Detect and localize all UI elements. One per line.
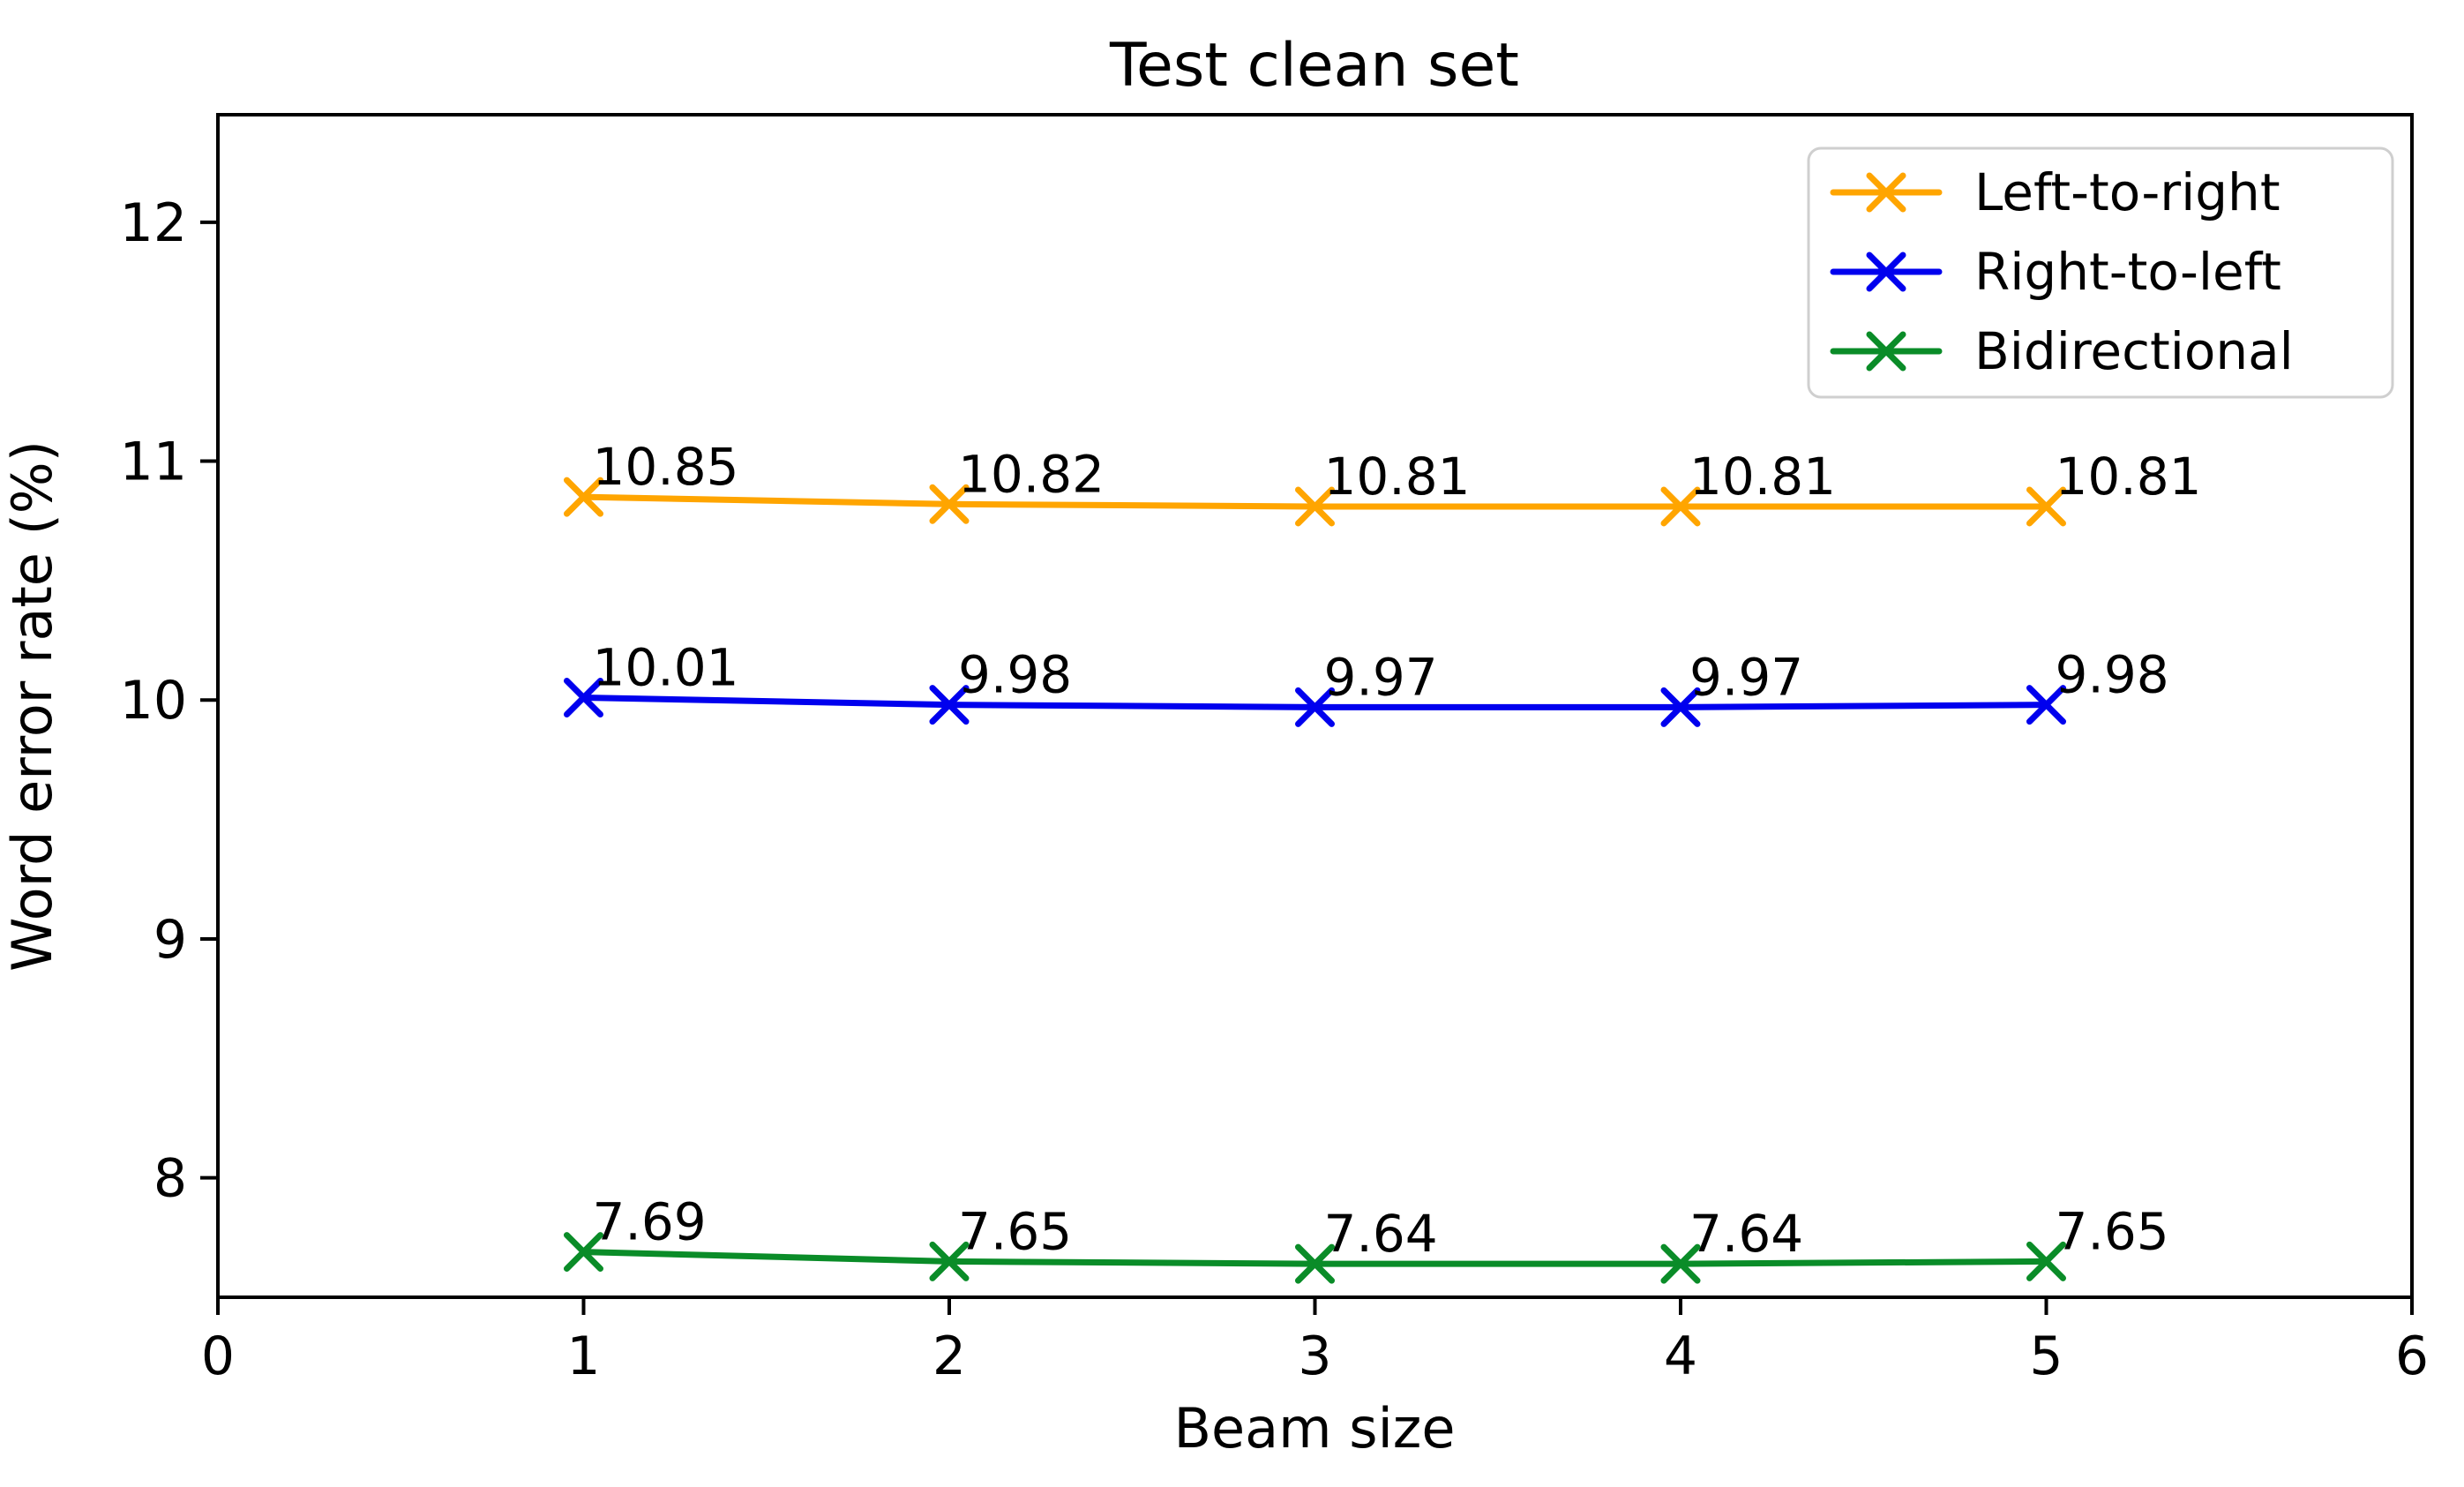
point-label-bidirectional: 7.64 — [1689, 1204, 1803, 1264]
legend-label: Right-to-left — [1974, 242, 2281, 302]
point-label-right-to-left: 9.97 — [1324, 647, 1438, 707]
data-marker-right-to-left — [1660, 687, 1701, 727]
legend-item-left-to-right: Left-to-right — [1830, 162, 2281, 222]
data-marker-left-to-right — [929, 484, 970, 524]
y-tick-label: 10 — [120, 670, 187, 732]
data-marker-right-to-left — [929, 685, 970, 725]
x-tick-label: 1 — [566, 1326, 600, 1387]
y-tick-label: 12 — [120, 192, 187, 254]
x-tick-label: 0 — [201, 1326, 235, 1387]
data-marker-left-to-right — [1660, 486, 1701, 527]
legend-x-marker — [1866, 331, 1906, 372]
series-group — [564, 477, 2066, 1284]
data-marker-right-to-left — [564, 678, 603, 718]
y-axis-label: Word error rate (%) — [0, 440, 64, 972]
point-label-right-to-left: 9.98 — [958, 645, 1072, 705]
point-label-right-to-left: 9.98 — [2056, 645, 2169, 705]
data-marker-left-to-right — [1295, 486, 1335, 527]
point-labels-group: 10.85 10.82 10.81 10.81 10.81 10.01 9.98 9.97 9.… — [593, 437, 2202, 1264]
point-label-bidirectional: 7.65 — [958, 1201, 1072, 1261]
x-axis-label: Beam size — [1174, 1396, 1456, 1461]
point-label-bidirectional: 7.64 — [1324, 1204, 1438, 1264]
x-tick-label: 6 — [2395, 1326, 2429, 1387]
y-tick-label: 8 — [154, 1148, 187, 1210]
point-label-right-to-left: 10.01 — [593, 638, 739, 698]
legend: Left-to-right Right-to-left Bidirectional — [1807, 146, 2394, 399]
data-marker-bidirectional — [1295, 1243, 1335, 1284]
legend-x-marker — [1866, 252, 1906, 292]
point-label-left-to-right: 10.81 — [2056, 447, 2202, 507]
legend-label: Left-to-right — [1974, 162, 2281, 222]
data-marker-bidirectional — [1660, 1243, 1701, 1284]
data-marker-left-to-right — [2026, 486, 2066, 527]
point-label-bidirectional: 7.69 — [593, 1192, 707, 1252]
chart-title: Test clean set — [1109, 31, 1519, 101]
legend-box — [1807, 146, 2394, 399]
point-label-left-to-right: 10.82 — [958, 444, 1105, 504]
x-tick-label: 5 — [2029, 1326, 2063, 1387]
y-tick-label: 9 — [154, 909, 187, 971]
legend-label: Bidirectional — [1974, 321, 2294, 381]
point-label-right-to-left: 9.97 — [1689, 647, 1803, 707]
x-tick-label: 2 — [932, 1326, 966, 1387]
point-label-left-to-right: 10.85 — [593, 437, 739, 497]
y-tick-label: 11 — [120, 432, 187, 493]
legend-item-bidirectional: Bidirectional — [1830, 321, 2294, 381]
legend-item-right-to-left: Right-to-left — [1830, 242, 2281, 302]
data-marker-bidirectional — [564, 1232, 603, 1273]
x-tick-label: 3 — [1298, 1326, 1331, 1387]
data-marker-right-to-left — [2026, 685, 2066, 725]
point-label-bidirectional: 7.65 — [2056, 1201, 2169, 1261]
data-marker-right-to-left — [1295, 687, 1335, 727]
data-marker-bidirectional — [929, 1241, 970, 1281]
point-label-left-to-right: 10.81 — [1689, 447, 1836, 507]
data-marker-bidirectional — [2026, 1241, 2066, 1281]
x-tick-label: 4 — [1664, 1326, 1697, 1387]
point-label-left-to-right: 10.81 — [1324, 447, 1471, 507]
legend-x-marker — [1866, 172, 1906, 213]
data-marker-left-to-right — [564, 477, 603, 517]
